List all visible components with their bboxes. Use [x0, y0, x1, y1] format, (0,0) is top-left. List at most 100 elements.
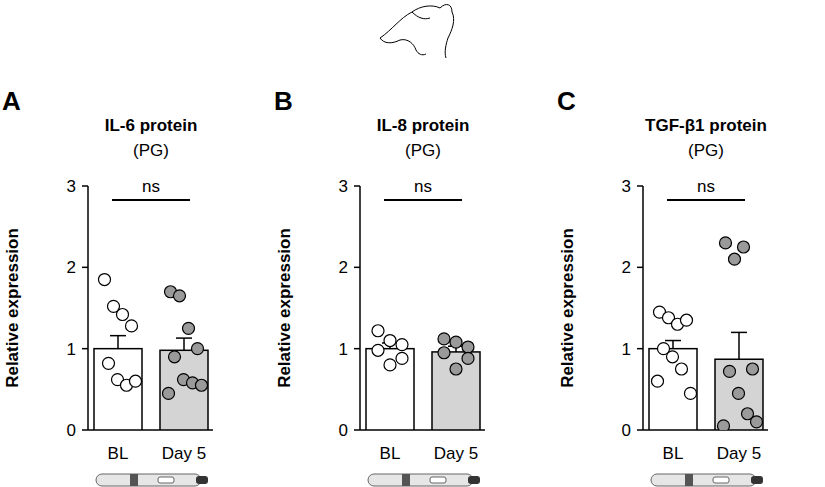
data-point — [667, 351, 679, 363]
y-axis-label: Relative expression — [558, 228, 577, 388]
data-point — [372, 344, 384, 356]
y-tick-label: 2 — [67, 258, 76, 277]
y-tick-label: 0 — [67, 421, 76, 440]
y-tick — [354, 348, 360, 350]
device-icon — [651, 474, 763, 486]
y-tick — [354, 267, 360, 269]
x-tick-label: Day 5 — [434, 444, 478, 463]
data-point — [396, 352, 408, 364]
data-point — [163, 387, 175, 399]
significance-line — [667, 199, 745, 201]
y-tick-label: 2 — [622, 258, 631, 277]
y-tick — [82, 185, 88, 187]
y-tick — [637, 429, 643, 431]
plot-area — [366, 325, 480, 430]
title: IL-6 protein — [105, 116, 198, 135]
sheep-icon — [380, 5, 454, 58]
data-point — [462, 341, 474, 353]
panel-label: C — [557, 86, 576, 116]
data-point — [384, 335, 396, 347]
subtitle: (PG) — [405, 141, 441, 160]
data-point — [450, 363, 462, 375]
data-point — [718, 420, 730, 430]
data-point — [733, 387, 745, 399]
panel: A IL-6 protein (PG) Relative expression 0 1 2 3… — [2, 86, 213, 486]
annotation: ns — [697, 177, 715, 196]
data-point — [738, 241, 750, 253]
y-tick-label: 1 — [339, 340, 348, 359]
x-tick-label: Day 5 — [717, 444, 761, 463]
sheep-outline — [380, 5, 454, 58]
data-point — [462, 352, 474, 364]
data-point — [130, 375, 142, 387]
y-tick — [354, 185, 360, 187]
plot-area — [94, 274, 208, 430]
bar — [366, 349, 414, 430]
y-axis-label: Relative expression — [3, 228, 22, 388]
panel: C TGF-β1 protein (PG) Relative expression 0 1… — [557, 86, 768, 486]
subtitle: (PG) — [688, 141, 724, 160]
data-point — [396, 339, 408, 351]
y-tick — [354, 429, 360, 431]
y-tick-label: 3 — [622, 177, 631, 196]
y-tick-label: 2 — [339, 258, 348, 277]
bar — [160, 350, 208, 430]
figure: A IL-6 protein (PG) Relative expression 0 1 2 3… — [0, 0, 825, 487]
data-point — [681, 314, 693, 326]
y-tick — [637, 267, 643, 269]
significance-line — [112, 199, 190, 201]
y-tick — [82, 348, 88, 350]
y-tick-label: 0 — [622, 421, 631, 440]
data-point — [169, 351, 181, 363]
error-bar — [176, 338, 192, 350]
device-icon — [96, 474, 208, 486]
panel-label: B — [274, 86, 293, 116]
plot-area — [649, 237, 763, 430]
data-point — [720, 237, 732, 249]
data-point — [384, 359, 396, 371]
y-axis — [87, 186, 89, 430]
y-axis — [642, 186, 644, 430]
error-bar — [110, 336, 126, 349]
y-axis-label: Relative expression — [275, 228, 294, 388]
data-point — [751, 416, 763, 428]
y-tick-label: 3 — [339, 177, 348, 196]
data-point — [450, 336, 462, 348]
bar — [649, 349, 697, 430]
bar — [715, 359, 763, 430]
bar — [432, 352, 480, 430]
data-point — [724, 365, 736, 377]
data-point — [438, 347, 450, 359]
x-tick-label: BL — [380, 444, 401, 463]
title: IL-8 protein — [377, 116, 470, 135]
subtitle: (PG) — [133, 141, 169, 160]
data-point — [103, 357, 115, 369]
data-point — [192, 343, 204, 355]
panel-label: A — [2, 86, 21, 116]
panel: B IL-8 protein (PG) Relative expression 0 1 2 3… — [274, 86, 485, 486]
data-point — [372, 325, 384, 337]
data-point — [99, 274, 111, 286]
y-tick — [82, 267, 88, 269]
y-tick — [82, 429, 88, 431]
annotation: ns — [414, 177, 432, 196]
annotation: ns — [142, 177, 160, 196]
y-tick-label: 1 — [622, 340, 631, 359]
data-point — [676, 363, 688, 375]
x-tick-label: BL — [108, 444, 129, 463]
y-tick-label: 3 — [67, 177, 76, 196]
data-point — [174, 290, 186, 302]
data-point — [685, 387, 697, 399]
data-point — [126, 320, 138, 332]
data-point — [747, 363, 759, 375]
y-tick — [637, 348, 643, 350]
x-tick-label: Day 5 — [162, 444, 206, 463]
device-icon — [368, 474, 480, 486]
data-point — [117, 309, 129, 321]
significance-line — [384, 199, 462, 201]
bar — [94, 349, 142, 430]
y-axis — [359, 186, 361, 430]
title: TGF-β1 protein — [645, 116, 767, 135]
y-tick-label: 1 — [67, 340, 76, 359]
y-tick-label: 0 — [339, 421, 348, 440]
